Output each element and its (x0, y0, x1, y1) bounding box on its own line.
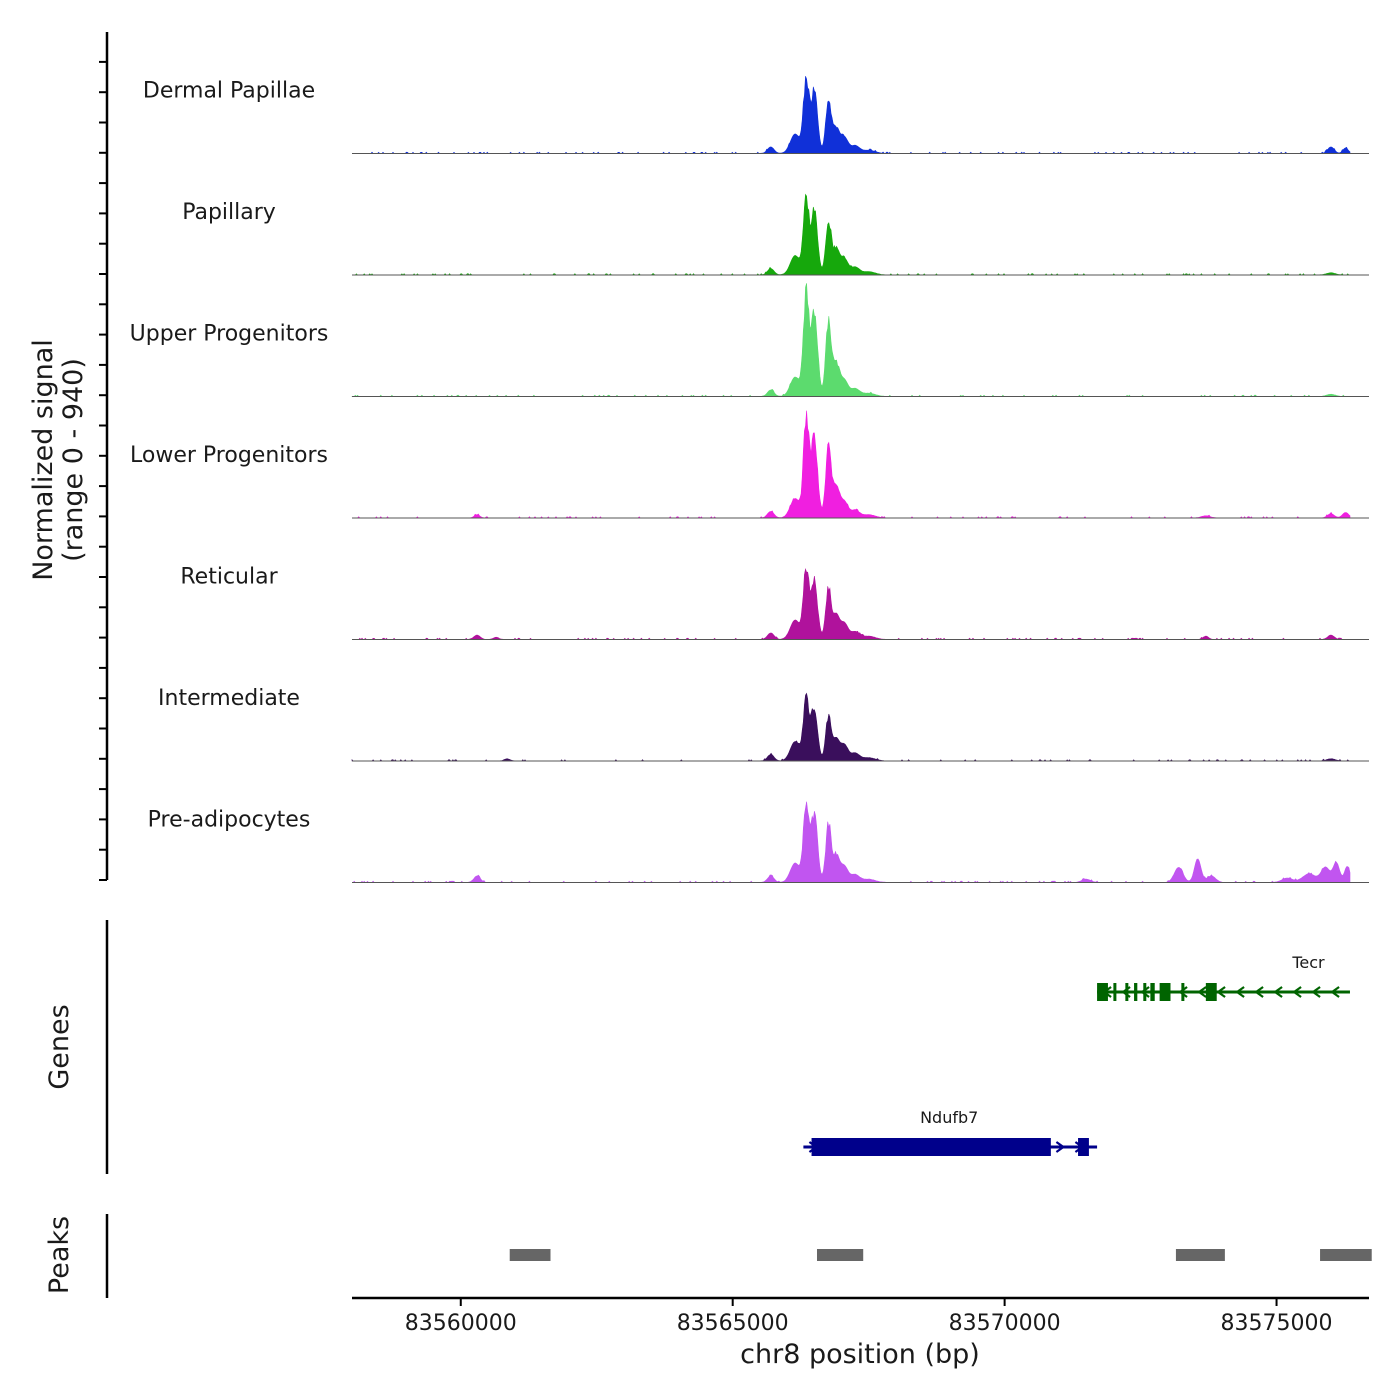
track-lower-progenitors: Lower Progenitors (130, 410, 1369, 519)
gene-exon (1143, 983, 1147, 1001)
peak-region (1320, 1249, 1372, 1261)
signal-area (352, 193, 1351, 276)
gene-exon (1125, 983, 1129, 1001)
peak-region (816, 1249, 864, 1261)
gene-exon (1205, 983, 1217, 1001)
gene-exon (811, 1138, 1051, 1156)
x-axis-ticks: 83560000 83565000 83570000 83575000 (405, 1298, 1333, 1336)
signal-area (352, 567, 1351, 640)
y-axis-title-line1: Normalized signal (28, 339, 59, 581)
strand-arrow (1055, 1141, 1066, 1153)
gene-exon (1097, 983, 1108, 1001)
strand-arrow (1273, 986, 1283, 998)
track-label: Pre-adipocytes (148, 808, 311, 833)
x-tick-label: 83565000 (677, 1311, 789, 1336)
gene-label: Tecr (1291, 953, 1325, 972)
peak-region (509, 1249, 551, 1261)
track-dermal-papillae: Dermal Papillae (143, 76, 1369, 154)
strand-arrow (1178, 986, 1188, 998)
gene-ndufb7: Ndufb7 (803, 1108, 1098, 1156)
gene-label: Ndufb7 (920, 1108, 978, 1127)
signal-area (351, 692, 1351, 762)
peak-track (509, 1249, 1372, 1261)
track-label: Papillary (182, 200, 276, 225)
gene-exon (1181, 983, 1185, 1001)
track-pre-adipocytes: Pre-adipocytes (148, 801, 1369, 883)
signal-tracks: Dermal Papillae Papillary Upper Progenitor… (130, 76, 1369, 883)
signal-area (352, 801, 1351, 883)
signal-area (351, 76, 1351, 154)
gene-exon (1113, 983, 1117, 1001)
y-axis-title-line2: (range 0 - 940) (58, 358, 89, 562)
x-tick-label: 83575000 (1221, 1311, 1333, 1336)
track-label: Reticular (180, 565, 278, 590)
strand-arrow (1292, 986, 1302, 998)
genes-axis-title: Genes (44, 1004, 75, 1089)
gene-tecr: Tecr (1097, 953, 1350, 1001)
gene-exon (1078, 1138, 1089, 1156)
gene-track: Tecr Ndufb7 (803, 953, 1350, 1156)
strand-arrow (1216, 986, 1226, 998)
strand-arrow (1311, 986, 1321, 998)
signal-area (351, 283, 1351, 397)
signal-y-axis-ticks (99, 60, 107, 881)
peaks-axis-title: Peaks (44, 1216, 75, 1294)
track-label: Dermal Papillae (143, 79, 315, 104)
x-tick-label: 83560000 (405, 1311, 517, 1336)
track-label: Lower Progenitors (130, 443, 328, 468)
strand-arrow (1140, 986, 1150, 998)
gene-exon (1150, 983, 1155, 1001)
track-papillary: Papillary (182, 193, 1369, 276)
track-reticular: Reticular (180, 565, 1369, 640)
x-tick-label: 83570000 (949, 1311, 1061, 1336)
track-label: Upper Progenitors (130, 322, 329, 347)
strand-arrow (1235, 986, 1245, 998)
gene-exon (1134, 983, 1138, 1001)
track-label: Intermediate (158, 686, 300, 711)
x-axis-title: chr8 position (bp) (740, 1339, 980, 1370)
strand-arrow (1254, 986, 1264, 998)
signal-area (351, 410, 1351, 519)
track-upper-progenitors: Upper Progenitors (130, 283, 1369, 397)
track-intermediate: Intermediate (158, 686, 1369, 762)
strand-arrow (1330, 986, 1340, 998)
peak-region (1175, 1249, 1225, 1261)
strand-arrow (1197, 986, 1207, 998)
gene-exon (1159, 983, 1171, 1001)
